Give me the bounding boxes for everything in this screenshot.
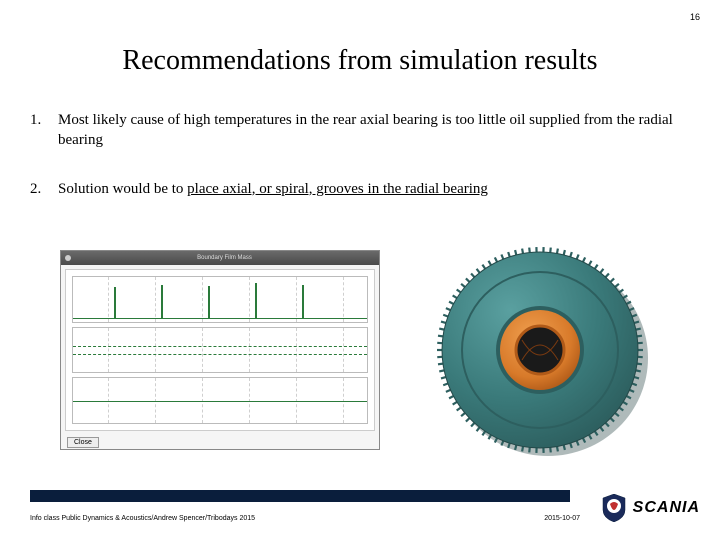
logo-text: SCANIA: [633, 499, 700, 517]
footer-info: Info class Public Dynamics & Acoustics/A…: [30, 515, 255, 522]
figures-row: Boundary Film Mass Close: [60, 240, 680, 460]
window-control-icon: [65, 255, 71, 261]
list-item: 2. Solution would be to place axial, or …: [30, 179, 690, 199]
window-title: Boundary Film Mass: [197, 255, 252, 261]
subplot-bottom: [72, 377, 368, 424]
subplot-middle: [72, 327, 368, 374]
gear-render: [410, 240, 670, 460]
gear-icon: [410, 240, 670, 460]
list-text: Solution would be to place axial, or spi…: [58, 179, 488, 199]
chart-footer: Close: [61, 435, 379, 449]
recommendations-list: 1. Most likely cause of high temperature…: [30, 110, 690, 227]
page-title: Recommendations from simulation results: [0, 45, 720, 77]
griffin-icon: [601, 494, 627, 522]
list-text: Most likely cause of high temperatures i…: [58, 110, 690, 151]
subplot-top: [72, 276, 368, 323]
simulation-chart-window: Boundary Film Mass Close: [60, 250, 380, 450]
window-titlebar: Boundary Film Mass: [61, 251, 379, 265]
chart-body: [65, 269, 375, 431]
list-item: 1. Most likely cause of high temperature…: [30, 110, 690, 151]
footer-bar: [30, 490, 570, 502]
list-number: 2.: [30, 179, 58, 199]
scania-logo: SCANIA: [601, 494, 700, 522]
close-button[interactable]: Close: [67, 437, 99, 448]
page-number: 16: [690, 12, 700, 22]
list-number: 1.: [30, 110, 58, 151]
footer-date: 2015-10-07: [544, 515, 580, 522]
